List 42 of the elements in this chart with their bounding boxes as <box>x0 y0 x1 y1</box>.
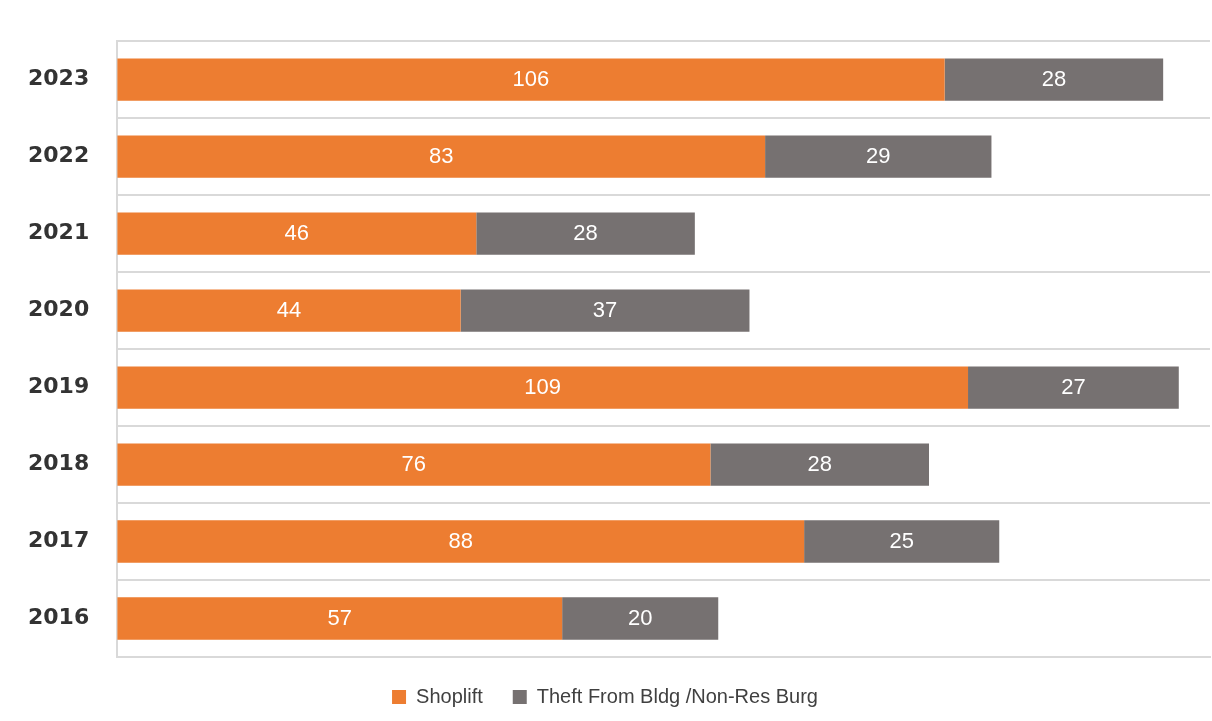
y-tick-label: 2018 <box>28 450 90 476</box>
bar <box>460 289 750 332</box>
data-label: 76 <box>401 450 427 476</box>
data-label: 109 <box>524 373 561 399</box>
bar <box>476 212 695 255</box>
bar <box>117 212 477 255</box>
y-tick-label: 2020 <box>28 296 90 322</box>
data-label: 57 <box>327 604 352 630</box>
bar <box>117 597 563 640</box>
bar <box>968 366 1179 409</box>
data-label: 29 <box>866 142 891 168</box>
data-label: 20 <box>627 604 653 630</box>
data-label: 28 <box>807 450 832 476</box>
data-label: 37 <box>592 296 618 322</box>
legend-label: Shoplift <box>416 684 484 707</box>
bar <box>562 597 719 640</box>
bar <box>117 289 461 332</box>
data-label: 44 <box>276 296 302 322</box>
data-label: 25 <box>889 527 914 553</box>
y-tick-label: 2019 <box>28 373 90 399</box>
y-tick-label: 2016 <box>28 604 90 630</box>
bar <box>765 135 992 178</box>
y-tick-label: 2022 <box>28 142 90 168</box>
y-tick-label: 2017 <box>28 527 90 553</box>
legend-label: Theft From Bldg /Non-Res Burg <box>536 684 818 707</box>
bar <box>944 58 1164 101</box>
data-label: 46 <box>284 219 309 245</box>
bar <box>117 520 805 563</box>
bar <box>117 135 766 178</box>
data-label: 27 <box>1061 373 1086 399</box>
bar <box>117 58 945 101</box>
bar <box>117 443 711 486</box>
data-label: 83 <box>428 142 454 168</box>
y-tick-label: 2023 <box>28 65 90 91</box>
bar <box>710 443 929 486</box>
bar <box>117 366 969 409</box>
data-label: 106 <box>512 65 550 91</box>
data-label: 28 <box>1041 65 1067 91</box>
data-label: 28 <box>573 219 598 245</box>
data-label: 88 <box>448 527 473 553</box>
y-tick-label: 2021 <box>28 219 90 245</box>
bar <box>804 520 1000 563</box>
